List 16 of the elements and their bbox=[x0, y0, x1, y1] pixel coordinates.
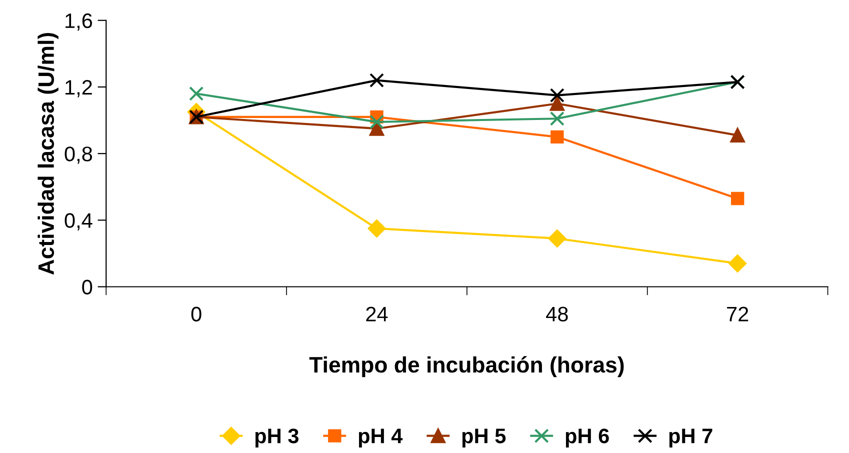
legend-label: pH 3 bbox=[255, 428, 298, 448]
legend-label: pH 4 bbox=[358, 428, 403, 448]
legend-label: pH 7 bbox=[669, 428, 712, 448]
x-tick-label: 0 bbox=[191, 306, 202, 322]
y-tick-label: 0,8 bbox=[64, 146, 92, 164]
y-tick-label: 0 bbox=[82, 280, 92, 295]
x-axis-title: Tiempo de incubación (horas) bbox=[309, 356, 624, 378]
x-tick-label: 24 bbox=[366, 306, 388, 322]
y-axis-title: Actividad lacasa (U/ml) bbox=[38, 33, 58, 275]
y-tick-label: 1,6 bbox=[66, 13, 92, 31]
legend-label: pH 6 bbox=[566, 428, 609, 448]
y-tick-label: 1,2 bbox=[66, 80, 92, 98]
x-tick-label: 48 bbox=[546, 306, 568, 322]
legend-label: pH 5 bbox=[462, 428, 506, 448]
y-tick-label: 0,4 bbox=[64, 213, 92, 230]
x-tick-label: 72 bbox=[727, 306, 748, 322]
